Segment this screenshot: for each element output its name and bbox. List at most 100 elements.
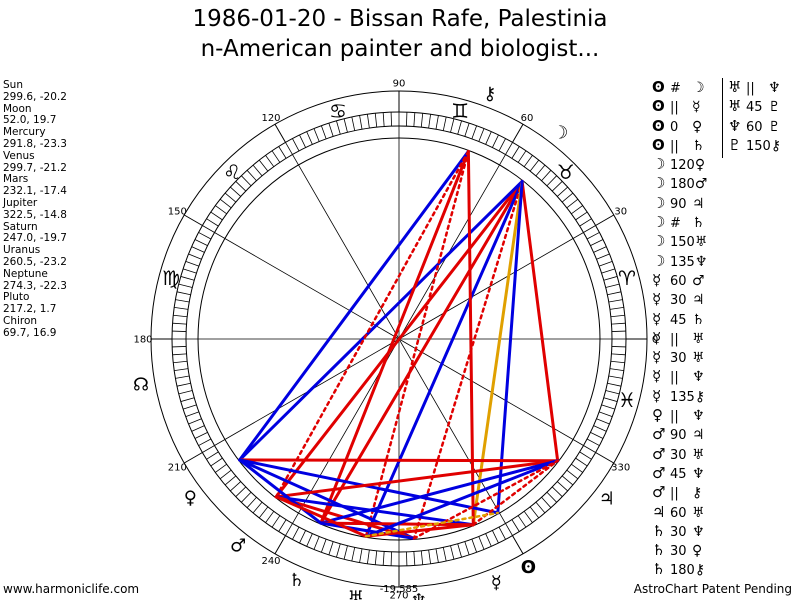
degree-tick — [265, 511, 275, 523]
degree-tick — [202, 445, 215, 453]
degree-tick — [180, 276, 195, 281]
degree-tick — [450, 545, 455, 560]
saturn-icon: ♄ — [289, 570, 305, 591]
degree-tick — [546, 175, 557, 187]
chart-subtitle: n-American painter and biologist... — [200, 36, 600, 62]
aspect-planet-a-icon: ♆ — [728, 116, 742, 135]
degree-tick — [579, 451, 592, 460]
aspect-row: ♄ 30 ♆ — [652, 522, 707, 541]
aspect-line — [238, 458, 323, 525]
degree-tick — [610, 314, 625, 318]
aspect-line — [364, 179, 524, 538]
degree-tick — [374, 113, 378, 128]
degree-tick — [511, 519, 520, 532]
planet-position-list: Sun 299.6, -20.2 Moon 52.0, 19.7 Mercury 291.… — [3, 79, 67, 340]
degree-tick — [586, 438, 600, 446]
degree-label: 330 — [611, 463, 630, 474]
aspect-row: ʘ # ☽ — [652, 78, 707, 97]
degree-tick — [343, 118, 348, 133]
degree-tick — [541, 497, 552, 508]
degree-tick — [593, 425, 607, 432]
degree-tick — [478, 128, 485, 142]
aspect-row: ☿ || ♆ — [652, 367, 707, 386]
aspect-row: ♅ 45 ♇ — [728, 97, 781, 116]
aspect-type: || — [670, 370, 679, 386]
degree-tick — [583, 225, 596, 233]
degree-tick — [464, 122, 470, 137]
degree-tick — [442, 547, 447, 562]
aspect-planet-a-icon: ♄ — [652, 521, 666, 540]
aspect-list-primary: ʘ # ☽ ʘ || ☿ ʘ 0 ♀ ʘ || ♄ ☽ 120♀ ☽ 180♂ ☽ 90 ♃ ☽ # ♄ ☽ 150♅ ☽ 135… — [652, 78, 707, 580]
degree-tick — [571, 205, 583, 215]
aspect-row: ʘ || ☿ — [652, 97, 707, 116]
planet-name: Neptune — [3, 267, 48, 280]
degree-tick — [471, 125, 478, 139]
aspect-planet-a-icon: ☽ — [652, 193, 666, 212]
degree-tick — [607, 291, 622, 296]
degree-tick — [596, 253, 610, 260]
aspect-line — [364, 459, 560, 538]
footer-website[interactable]: www.harmoniclife.com — [3, 582, 140, 596]
degree-tick — [210, 457, 223, 467]
degree-tick — [535, 164, 546, 177]
degree-tick — [571, 463, 583, 473]
aspect-row: ♂ 45 ♆ — [652, 464, 707, 483]
aspect-line — [496, 179, 524, 515]
aspect-line — [238, 179, 524, 462]
planet-coords: 247.0, -19.7 — [3, 232, 67, 245]
degree-tick — [485, 131, 492, 145]
aspect-planet-a-icon: ☽ — [652, 232, 666, 251]
degree-tick — [285, 523, 293, 536]
degree-tick — [609, 307, 624, 310]
aspect-type: 30 — [670, 447, 687, 463]
aspect-line — [274, 495, 368, 538]
aspect-planet-b-icon: ♃ — [692, 195, 705, 212]
aspect-type: # — [670, 81, 681, 96]
aspect-planet-b-icon: ♄ — [692, 137, 705, 154]
aspect-row: ☿ || ♅ — [652, 329, 707, 348]
planet-name: Jupiter — [3, 196, 38, 209]
degree-tick — [206, 218, 219, 227]
degree-tick — [523, 155, 533, 167]
degree-tick — [413, 551, 416, 566]
aries-icon: ♈ — [618, 266, 636, 290]
degree-tick — [498, 138, 506, 152]
aspect-planet-b-icon: ♅ — [694, 234, 708, 251]
cancer-icon: ♋ — [329, 99, 347, 123]
gemini-icon: ♊ — [451, 99, 469, 123]
degree-tick — [529, 159, 540, 172]
degree-tick — [188, 418, 202, 425]
pisces-icon: ♓ — [618, 388, 636, 412]
aspect-line — [520, 179, 560, 463]
degree-tick — [210, 211, 223, 221]
aspect-planet-b-icon: ♅ — [692, 504, 705, 521]
aspect-planet-a-icon: ʘ — [652, 97, 665, 116]
degree-tick — [546, 491, 557, 503]
degree-tick — [382, 112, 385, 127]
aspect-line — [319, 149, 470, 525]
aspect-planet-a-icon: ♂ — [652, 425, 666, 444]
aspect-row: ♄ 30 ♀ — [652, 541, 707, 560]
degree-tick — [176, 291, 191, 296]
aspect-type: 90 — [670, 196, 687, 212]
degree-tick — [471, 539, 478, 553]
degree-tick — [230, 186, 241, 197]
degree-label: 180 — [133, 335, 152, 346]
planet-coords: 232.1, -17.4 — [3, 185, 67, 198]
mercury-icon: ☿ — [491, 572, 502, 593]
degree-tick — [175, 299, 190, 303]
degree-tick — [593, 246, 607, 253]
degree-tick — [188, 253, 202, 260]
planet-coords: 260.5, -23.2 — [3, 255, 67, 268]
aspect-row: ☽ 135♆ — [652, 252, 707, 271]
planet-name: Uranus — [3, 244, 41, 257]
degree-tick — [320, 125, 327, 139]
chiron-icon: ⚷ — [483, 83, 496, 104]
aspect-row: ☽ 150♅ — [652, 232, 707, 251]
degree-tick — [492, 530, 499, 544]
aspect-planet-b-icon: ♆ — [692, 369, 705, 386]
degree-tick — [182, 404, 197, 410]
aspect-row: ☿ 30 ♃ — [652, 290, 707, 309]
degree-tick — [180, 397, 195, 402]
chart-title: 1986-01-20 - Bissan Rafe, Palestinia — [192, 6, 608, 32]
